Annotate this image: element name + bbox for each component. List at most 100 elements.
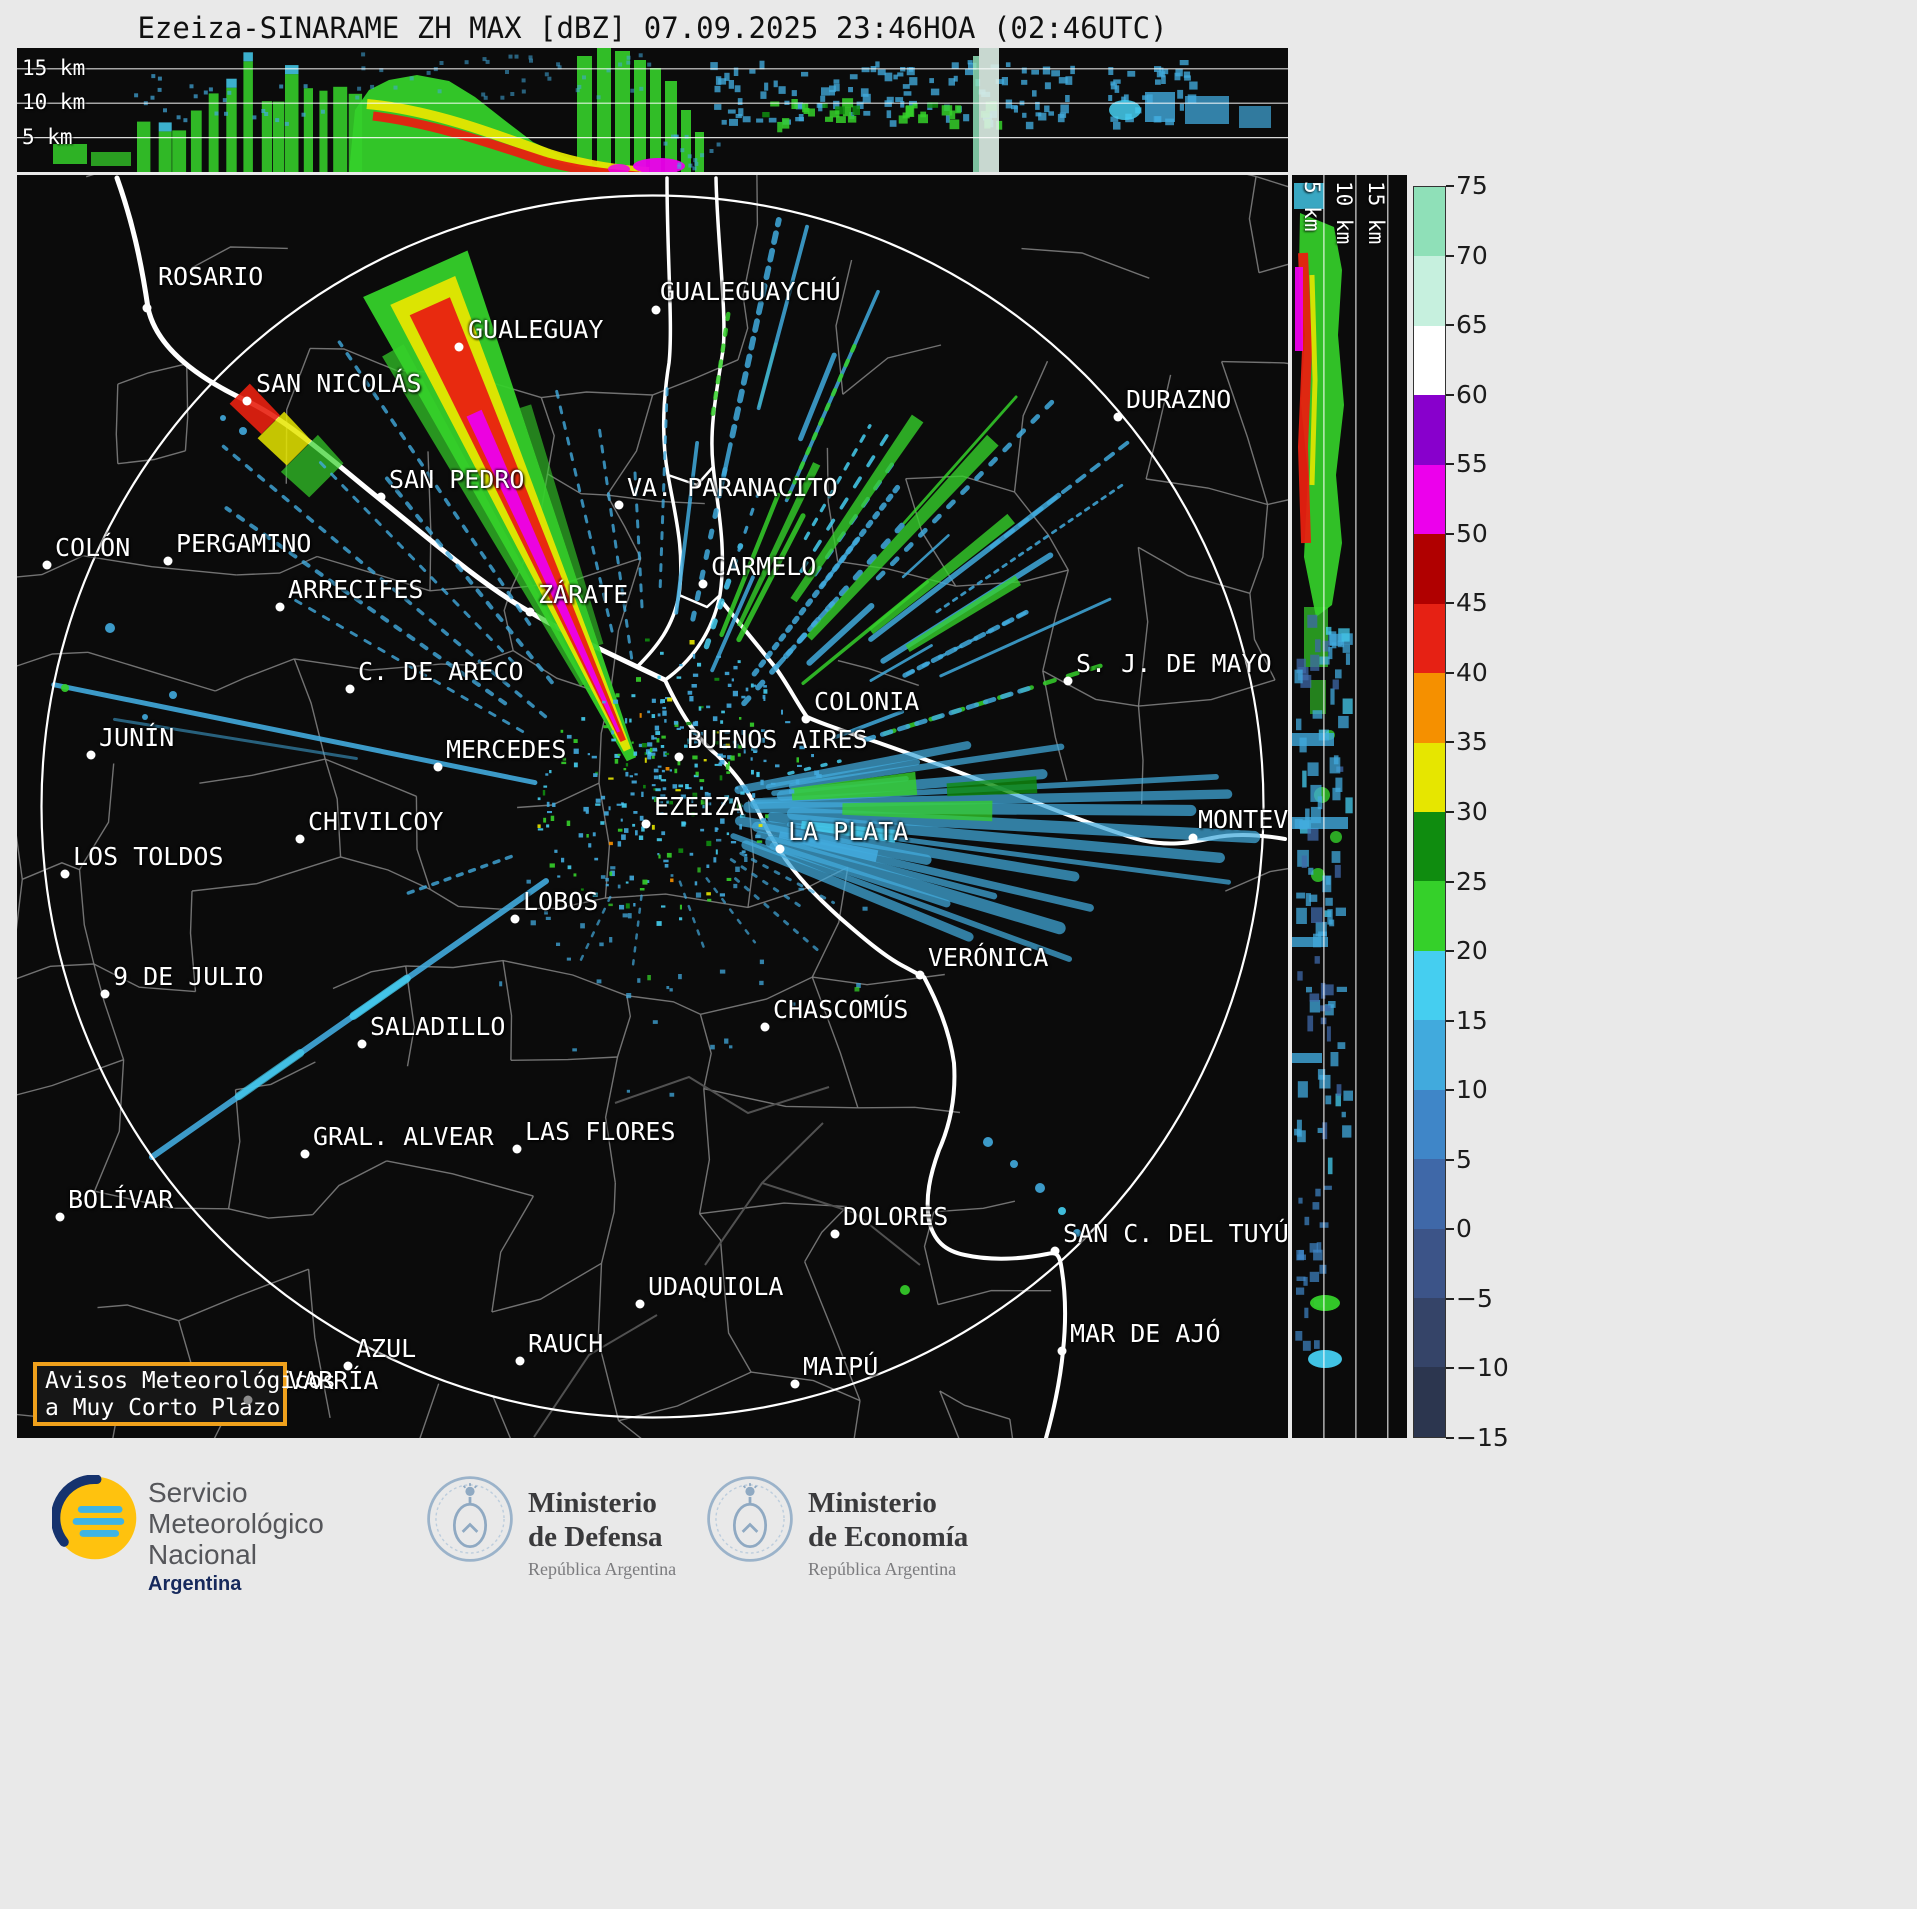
- city-dot: [641, 819, 651, 829]
- defensa-seal-icon: [427, 1476, 513, 1562]
- colorbar-segment: [1414, 673, 1445, 743]
- colorbar-tick-label: 55: [1456, 449, 1488, 479]
- radar-map-panel: ROSARIO GUALEGUAYCHÚ GUALEGUAY SAN NICOLÁS D…: [17, 175, 1288, 1438]
- city-label: ROSARIO: [158, 262, 264, 291]
- colorbar-tick-label: 0: [1456, 1214, 1472, 1244]
- range-circle: [40, 194, 1265, 1419]
- colorbar-tick-label: 30: [1456, 797, 1488, 826]
- colorbar-tick-label: 75: [1456, 171, 1488, 200]
- colorbar-segment: [1414, 1298, 1445, 1368]
- city-label: EZEIZA: [654, 792, 745, 821]
- city-dot: [55, 1212, 65, 1222]
- city-dot: [295, 834, 305, 844]
- colorbar-segment: [1414, 256, 1445, 326]
- colorbar-tickmark: [1446, 1089, 1454, 1092]
- city-dot: [86, 750, 96, 760]
- city-dot: [60, 869, 70, 879]
- colorbar-tickmark: [1446, 1437, 1454, 1439]
- colorbar-segment: [1414, 603, 1445, 674]
- colorbar-segment: [1414, 811, 1445, 882]
- city-dot: [243, 1395, 253, 1405]
- colorbar-tick-label: 70: [1456, 240, 1488, 270]
- ministry-line: Ministerio: [528, 1487, 657, 1519]
- smn-country: Argentina: [148, 1573, 242, 1595]
- colorbar-tickmark: [1446, 1158, 1454, 1161]
- ministry-sub: República Argentina: [528, 1559, 677, 1579]
- height-label-15km-right: 15 km: [1364, 181, 1388, 245]
- colorbar-tick-label: 45: [1456, 588, 1488, 618]
- city-dot: [830, 1229, 840, 1239]
- colorbar-tickmark: [1446, 393, 1454, 396]
- colorbar-segment: [1414, 395, 1445, 465]
- colorbar-segment: [1414, 950, 1445, 1021]
- city-dot: [760, 1022, 770, 1032]
- colorbar-segment: [1414, 1089, 1445, 1160]
- city-label: GUALEGUAYCHÚ: [660, 277, 841, 306]
- city-label: LA PLATA: [788, 817, 909, 846]
- radar-map-plot: [17, 175, 1288, 1438]
- city-dot: [1063, 676, 1073, 686]
- city-label: CHASCOMÚS: [773, 995, 909, 1024]
- colorbar-segment: [1414, 742, 1445, 812]
- colorbar-tick-label: 50: [1456, 518, 1488, 548]
- defensa-wordmark: Ministerio de Defensa República Argentin…: [528, 1486, 676, 1580]
- colorbar-tick-label: 5: [1456, 1144, 1472, 1174]
- colorbar-tick-label: −5: [1456, 1283, 1493, 1313]
- colorbar-tickmark: [1446, 324, 1454, 327]
- city-dot: [163, 556, 173, 566]
- colorbar-segment: [1414, 464, 1445, 535]
- city-dot: [42, 560, 52, 570]
- city-dot: [433, 762, 443, 772]
- ministry-sub: República Argentina: [808, 1559, 957, 1579]
- colorbar-tick-label: 65: [1456, 310, 1488, 340]
- ministry-line: Ministerio: [808, 1487, 937, 1519]
- colorbar-tickmark: [1446, 1019, 1454, 1022]
- colorbar-tick-label: 60: [1456, 379, 1488, 409]
- city-label: COLONIA: [814, 687, 920, 716]
- city-label: CARMELO: [711, 552, 817, 581]
- city-label: PERGAMINO: [176, 529, 312, 558]
- city-dot: [515, 1356, 525, 1366]
- colorbar-tickmark: [1446, 532, 1454, 535]
- city-label: MONTEVIDEO: [1198, 805, 1288, 834]
- city-dot: [1113, 412, 1123, 422]
- colorbar-segment: [1414, 881, 1445, 951]
- city-label: GUALEGUAY: [468, 315, 604, 344]
- city-dot: [275, 602, 285, 612]
- colorbar-tickmark: [1446, 463, 1454, 466]
- city-label: SAN C. DEL TUYÚ: [1063, 1219, 1288, 1248]
- city-dot: [345, 684, 355, 694]
- city-dot: [790, 1379, 800, 1389]
- colorbar-tickmark: [1446, 254, 1454, 257]
- city-dot: [614, 500, 624, 510]
- alert-line-2: a Muy Corto Plazo: [45, 1395, 281, 1421]
- city-label: GRAL. ALVEAR: [313, 1122, 494, 1151]
- short-term-warnings-button[interactable]: Avisos Meteorológicos a Muy Corto Plazo: [33, 1362, 336, 1426]
- colorbar-tickmark: [1446, 950, 1454, 953]
- city-dot: [142, 303, 152, 313]
- city-dot: [674, 752, 684, 762]
- colorbar-tick-label: 20: [1456, 936, 1488, 966]
- colorbar-segment: [1414, 1020, 1445, 1090]
- city-dot: [1057, 1346, 1067, 1356]
- city-dot: [357, 1039, 367, 1049]
- city-label: COLÓN: [55, 533, 131, 562]
- city-label: RAUCH: [528, 1329, 604, 1358]
- city-label: C. DE ARECO: [358, 657, 524, 686]
- city-label: DURAZNO: [1126, 385, 1232, 414]
- city-label: BUENOS AIRES: [687, 725, 868, 754]
- smn-logo-icon: [52, 1475, 137, 1560]
- smn-line: Servicio: [148, 1477, 248, 1508]
- city-dot: [454, 342, 464, 352]
- city-label: UDAQUIOLA: [648, 1272, 784, 1301]
- city-dot: [100, 989, 110, 999]
- city-dot: [376, 492, 386, 502]
- ministry-line: de Economía: [808, 1521, 969, 1553]
- smn-wordmark: Servicio Meteorológico Nacional Argentin…: [148, 1477, 324, 1596]
- colorbar-tick-label: 25: [1456, 866, 1488, 896]
- city-dot: [651, 305, 661, 315]
- city-label: LOS TOLDOS: [73, 842, 224, 871]
- colorbar-tickmark: [1446, 671, 1454, 674]
- smn-line: Meteorológico: [148, 1508, 324, 1539]
